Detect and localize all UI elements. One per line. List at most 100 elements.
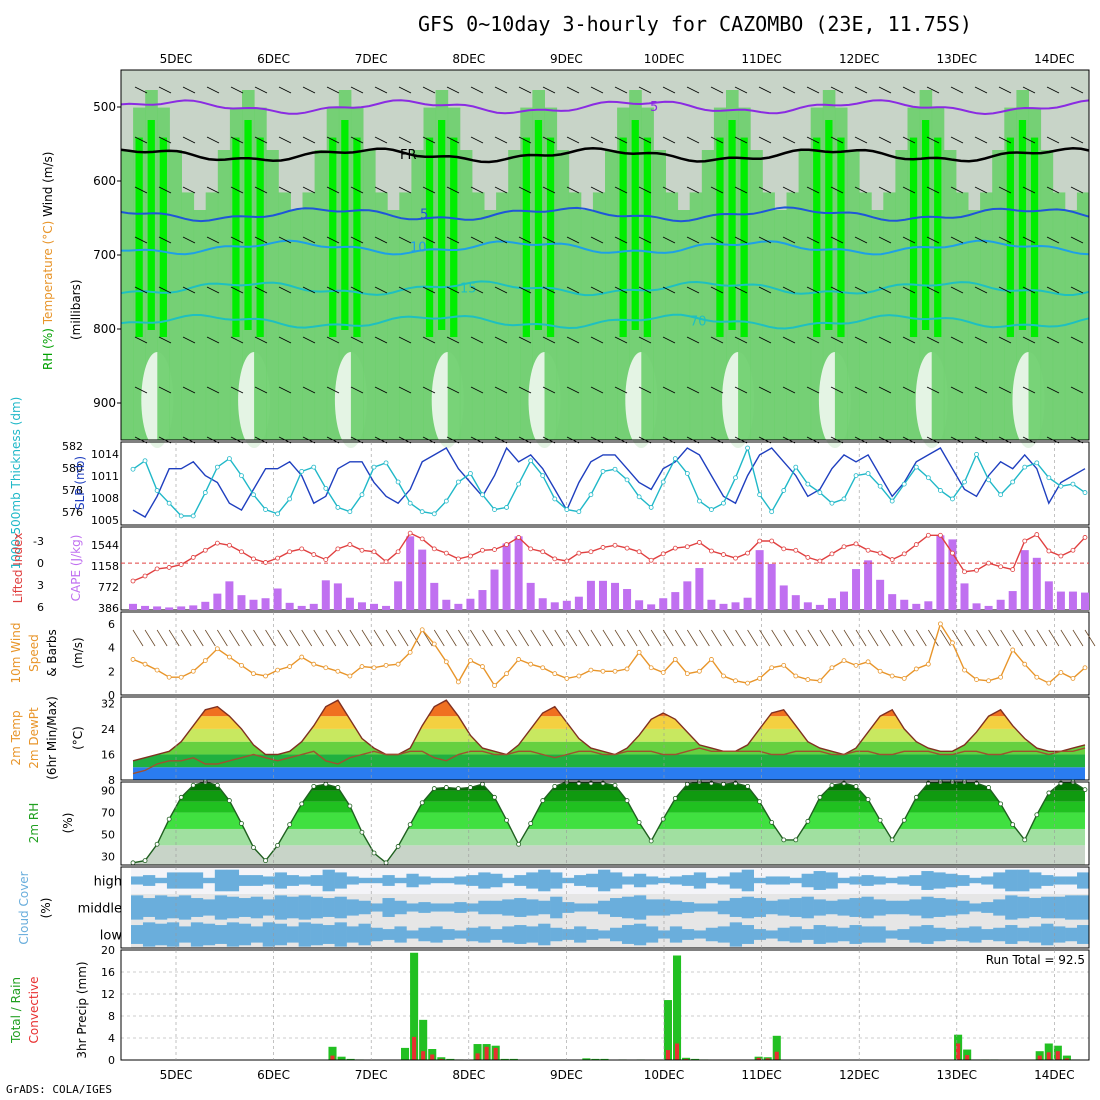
thickness-line-point	[1070, 481, 1076, 487]
wind-barb	[566, 336, 580, 344]
cloud-cell	[969, 926, 982, 943]
rh-line-point	[853, 783, 859, 789]
wind-barb	[638, 86, 652, 94]
cloud-ylabel-unit: (%)	[39, 898, 53, 919]
wind-speed-line-point	[275, 667, 281, 673]
cloud-cell	[645, 926, 659, 943]
cape-bar	[791, 595, 800, 610]
wind-barb	[734, 186, 748, 194]
wind-barb	[590, 136, 604, 144]
wind-speed-line-point	[1082, 665, 1088, 671]
wind-barb-10m	[530, 629, 542, 647]
wind-barb	[782, 86, 796, 94]
cloud-cell	[394, 900, 407, 915]
wind-barb	[278, 336, 292, 344]
wind-speed-line-point	[492, 683, 497, 688]
cloud-cell	[382, 929, 395, 940]
cloud-cell	[502, 899, 515, 916]
rh-line-point	[913, 794, 919, 800]
temperature-contour	[120, 313, 1090, 330]
thickness-line-point	[865, 471, 871, 476]
wind-barb	[782, 286, 796, 294]
wind-barb	[542, 386, 556, 394]
cloud-cell	[621, 896, 635, 919]
wind-barb	[1046, 236, 1060, 244]
rh-line-point	[468, 785, 473, 790]
slp-ylabel: SLP (mb)	[73, 456, 87, 510]
li-tick-label: 0	[37, 557, 44, 570]
cloud-cell	[693, 930, 707, 939]
precip-total-bar	[337, 1056, 346, 1060]
cloud-cell	[693, 872, 707, 889]
wind-barb	[446, 136, 460, 144]
rh-tick-label: 90	[101, 785, 115, 798]
wind-speed-line-point	[166, 674, 172, 680]
cloud-cell	[154, 895, 168, 920]
cape-bar	[382, 605, 391, 610]
precip-conv-bar	[493, 1047, 498, 1060]
wind-speed-line-point	[540, 665, 546, 671]
cloud-cell	[741, 896, 754, 919]
wind-barb	[542, 236, 556, 244]
cloud-cell	[322, 898, 335, 917]
wind-barb	[806, 136, 820, 144]
rh-bright-patch	[135, 137, 143, 338]
rh-bright-patch	[619, 137, 627, 338]
wind-barb	[902, 286, 916, 294]
cloud-cell	[1077, 925, 1090, 944]
thickness-line-point	[504, 505, 509, 510]
cloud-cell	[993, 927, 1006, 942]
cloud-cell	[382, 898, 395, 917]
wind-barb-10m	[602, 629, 614, 647]
wind-barb	[494, 86, 508, 94]
wind-barb	[374, 386, 388, 394]
cape-bar	[165, 607, 174, 610]
cape-bar	[418, 549, 427, 610]
cloud-cell	[514, 875, 527, 886]
rh-line-point	[829, 782, 835, 788]
cloud-cell	[274, 872, 287, 889]
thickness-line-point	[178, 513, 184, 519]
cloud-cell	[262, 899, 275, 916]
precip-conv-bar	[475, 1053, 480, 1060]
cloud-cell	[334, 896, 347, 919]
cloud-cell	[586, 929, 599, 940]
lifted-index-line-point	[889, 557, 895, 562]
cloud-cell	[813, 925, 826, 944]
rh-bright-patch	[329, 137, 337, 338]
cloud-cell	[310, 875, 323, 886]
cloud-cell	[909, 926, 922, 943]
lifted-index-line-point	[648, 557, 654, 563]
cloud-cell	[885, 900, 898, 915]
cape-bar	[201, 601, 210, 610]
thickness-line-point	[600, 468, 606, 474]
wind-barb	[854, 336, 868, 344]
cape-bar	[876, 579, 885, 610]
wind-barb	[686, 336, 700, 344]
cape-bar	[803, 602, 812, 610]
thickness-line-point	[817, 490, 823, 495]
cape-bar	[755, 550, 764, 610]
rh-column	[774, 210, 787, 440]
cloud-cell	[190, 922, 204, 947]
cloud-cell	[358, 923, 371, 946]
wind-barb	[638, 236, 652, 244]
wind-barb	[158, 336, 172, 344]
cloud-cell	[705, 927, 719, 942]
rh-line-point	[805, 818, 811, 824]
lifted-index-line-point	[745, 550, 750, 556]
rh-line-point	[311, 783, 317, 789]
cape-bar	[442, 599, 451, 610]
thickness-line-point	[263, 507, 268, 512]
wind-barb	[878, 386, 892, 394]
lifted-index-line-point	[684, 544, 690, 550]
cloud-cell	[957, 900, 970, 915]
thickness-line-point	[793, 464, 799, 470]
cloud-cell	[490, 900, 503, 915]
lifted-index-line-point	[925, 532, 931, 538]
precip-conv-bar	[1046, 1052, 1051, 1060]
cloud-cell	[681, 902, 695, 913]
wind-barb	[1046, 86, 1060, 94]
cloud-cell	[274, 923, 287, 946]
lifted-index-line-point	[407, 530, 413, 536]
